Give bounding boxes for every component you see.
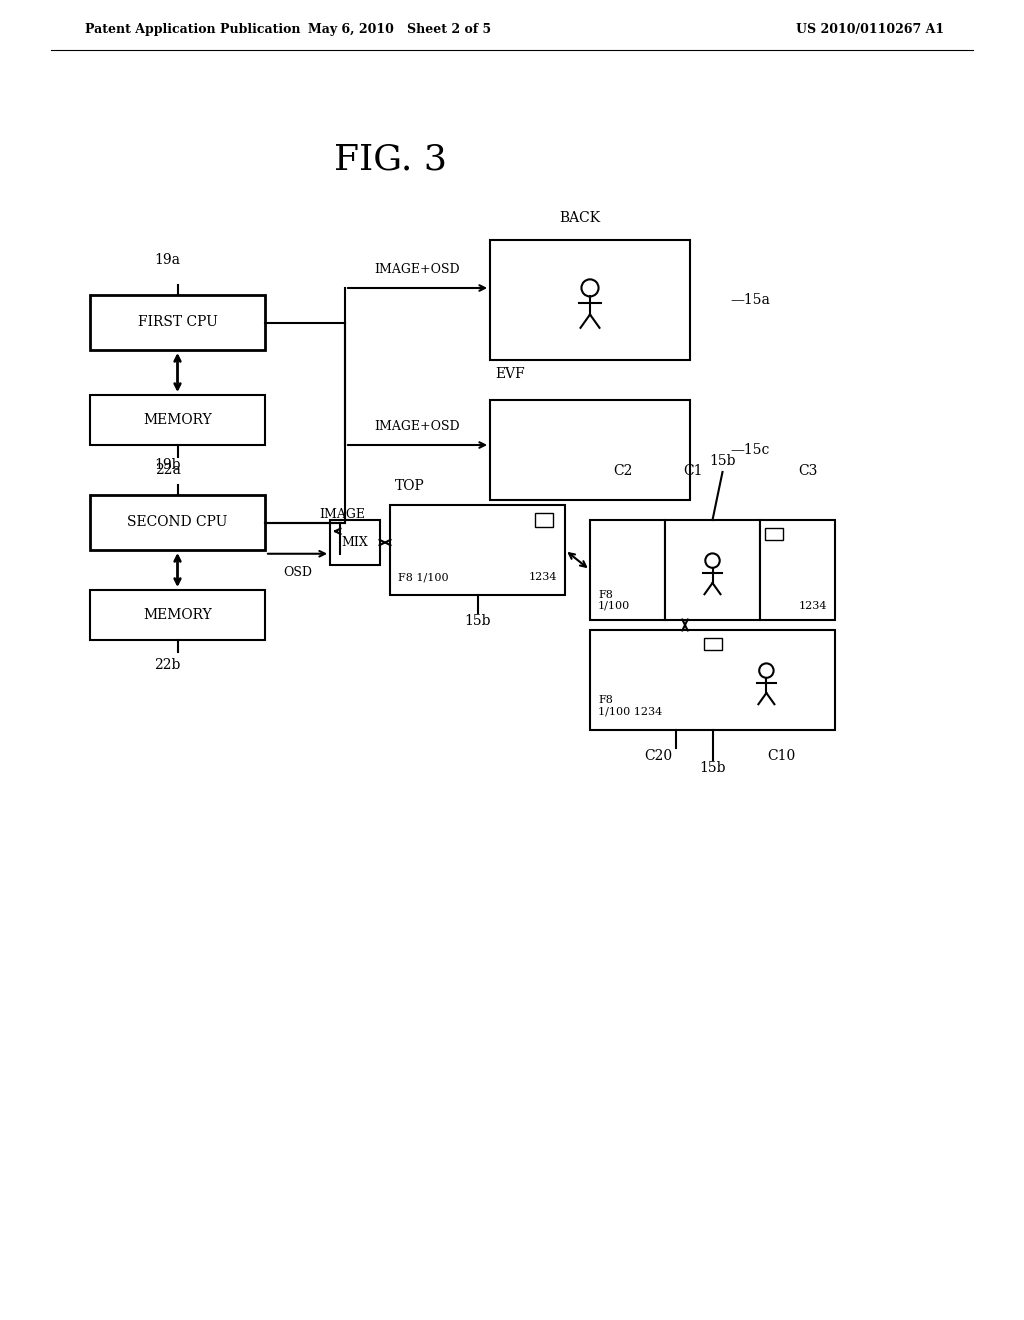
Text: 19a: 19a <box>155 253 180 267</box>
Text: EVF: EVF <box>495 367 524 381</box>
Bar <box>703 638 722 649</box>
Text: C3: C3 <box>798 465 817 478</box>
Text: —15c: —15c <box>730 444 769 457</box>
Text: F8: F8 <box>598 696 613 705</box>
Bar <box>90 495 265 550</box>
Text: C10: C10 <box>767 748 796 763</box>
Bar <box>90 395 265 445</box>
Text: C2: C2 <box>612 465 632 478</box>
Text: TOP: TOP <box>395 479 425 492</box>
Bar <box>760 520 835 620</box>
Text: 1234: 1234 <box>799 601 827 611</box>
Text: US 2010/0110267 A1: US 2010/0110267 A1 <box>796 24 944 37</box>
Text: 15b: 15b <box>699 762 726 775</box>
Text: FIRST CPU: FIRST CPU <box>137 315 217 330</box>
Text: MEMORY: MEMORY <box>143 413 212 426</box>
Bar <box>490 240 690 360</box>
Text: 1/100 1234: 1/100 1234 <box>598 708 663 717</box>
Text: 22b: 22b <box>155 657 180 672</box>
Text: 22a: 22a <box>155 463 180 477</box>
Text: 15b: 15b <box>464 614 490 628</box>
Text: May 6, 2010   Sheet 2 of 5: May 6, 2010 Sheet 2 of 5 <box>308 24 492 37</box>
Text: MEMORY: MEMORY <box>143 609 212 622</box>
Text: MIX: MIX <box>342 536 369 549</box>
Text: —15a: —15a <box>730 293 770 308</box>
Bar <box>390 506 565 595</box>
Text: IMAGE: IMAGE <box>319 508 366 521</box>
Text: IMAGE+OSD: IMAGE+OSD <box>375 263 461 276</box>
Bar <box>330 520 380 565</box>
Bar <box>590 520 665 620</box>
Text: IMAGE+OSD: IMAGE+OSD <box>375 420 461 433</box>
Text: F8 1/100: F8 1/100 <box>398 572 449 582</box>
Text: C1: C1 <box>683 465 702 478</box>
Text: Patent Application Publication: Patent Application Publication <box>85 24 300 37</box>
Text: F8: F8 <box>598 590 613 601</box>
Bar <box>90 590 265 640</box>
Text: 1234: 1234 <box>528 572 557 582</box>
Bar <box>665 520 760 620</box>
Text: SECOND CPU: SECOND CPU <box>127 516 227 529</box>
Bar <box>490 400 690 500</box>
Text: OSD: OSD <box>283 566 312 578</box>
Bar <box>765 528 783 540</box>
Bar <box>590 630 835 730</box>
Bar <box>535 513 553 527</box>
Text: 15b: 15b <box>710 454 736 469</box>
Text: 1/100: 1/100 <box>598 601 630 611</box>
Text: BACK: BACK <box>559 211 600 224</box>
Text: C20: C20 <box>644 748 673 763</box>
Text: 19b: 19b <box>155 458 181 473</box>
Text: FIG. 3: FIG. 3 <box>334 143 446 177</box>
Bar <box>90 294 265 350</box>
